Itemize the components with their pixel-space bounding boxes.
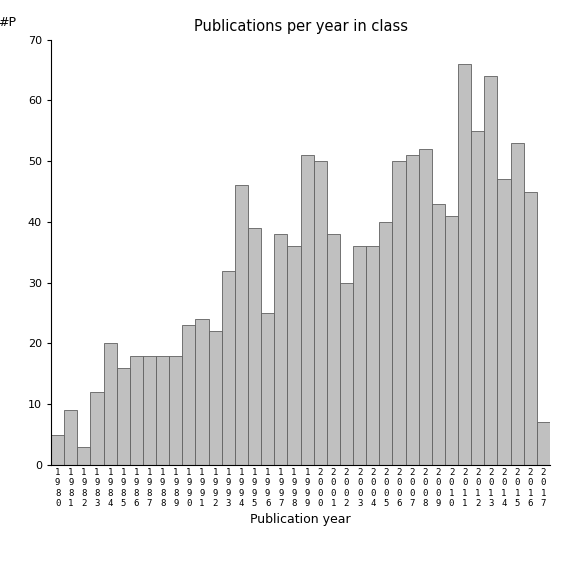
Bar [445, 216, 458, 465]
Bar [156, 356, 169, 465]
Bar [497, 179, 511, 465]
Bar [405, 155, 418, 465]
Bar [183, 325, 196, 465]
Bar [392, 161, 405, 465]
Bar [117, 368, 130, 465]
Bar [169, 356, 183, 465]
Bar [287, 246, 301, 465]
Bar [274, 234, 287, 465]
Bar [314, 161, 327, 465]
Bar [340, 283, 353, 465]
Bar [484, 76, 497, 465]
Bar [248, 228, 261, 465]
X-axis label: Publication year: Publication year [250, 514, 351, 527]
Bar [222, 270, 235, 465]
Bar [77, 447, 90, 465]
Text: #P: #P [0, 15, 16, 28]
Bar [353, 246, 366, 465]
Bar [143, 356, 156, 465]
Bar [327, 234, 340, 465]
Bar [524, 192, 537, 465]
Bar [51, 434, 64, 465]
Bar [471, 131, 484, 465]
Bar [418, 149, 432, 465]
Bar [90, 392, 104, 465]
Bar [104, 344, 117, 465]
Bar [209, 331, 222, 465]
Title: Publications per year in class: Publications per year in class [193, 19, 408, 35]
Bar [458, 64, 471, 465]
Bar [196, 319, 209, 465]
Bar [130, 356, 143, 465]
Bar [379, 222, 392, 465]
Bar [261, 313, 274, 465]
Bar [301, 155, 314, 465]
Bar [432, 204, 445, 465]
Bar [511, 143, 524, 465]
Bar [366, 246, 379, 465]
Bar [235, 185, 248, 465]
Bar [537, 422, 550, 465]
Bar [64, 411, 77, 465]
